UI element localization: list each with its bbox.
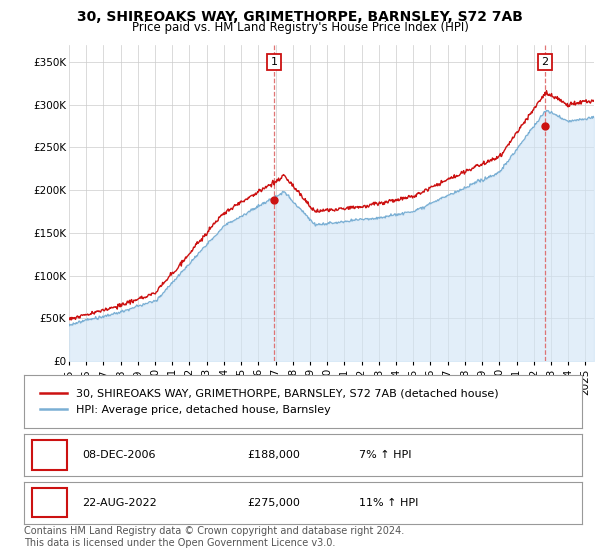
Text: £188,000: £188,000 <box>247 450 300 460</box>
Text: Contains HM Land Registry data © Crown copyright and database right 2024.
This d: Contains HM Land Registry data © Crown c… <box>24 526 404 548</box>
Text: 22-AUG-2022: 22-AUG-2022 <box>83 498 157 507</box>
Text: 30, SHIREOAKS WAY, GRIMETHORPE, BARNSLEY, S72 7AB: 30, SHIREOAKS WAY, GRIMETHORPE, BARNSLEY… <box>77 10 523 24</box>
Text: 11% ↑ HPI: 11% ↑ HPI <box>359 498 418 507</box>
Bar <box>32 440 67 470</box>
Text: 2: 2 <box>541 57 548 67</box>
Text: 2: 2 <box>46 498 53 507</box>
Text: 1: 1 <box>271 57 278 67</box>
Bar <box>32 488 67 517</box>
Text: 7% ↑ HPI: 7% ↑ HPI <box>359 450 412 460</box>
Text: £275,000: £275,000 <box>247 498 300 507</box>
Text: 1: 1 <box>46 450 53 460</box>
Text: 08-DEC-2006: 08-DEC-2006 <box>83 450 156 460</box>
Legend: 30, SHIREOAKS WAY, GRIMETHORPE, BARNSLEY, S72 7AB (detached house), HPI: Average: 30, SHIREOAKS WAY, GRIMETHORPE, BARNSLEY… <box>35 384 503 419</box>
Text: Price paid vs. HM Land Registry's House Price Index (HPI): Price paid vs. HM Land Registry's House … <box>131 21 469 34</box>
